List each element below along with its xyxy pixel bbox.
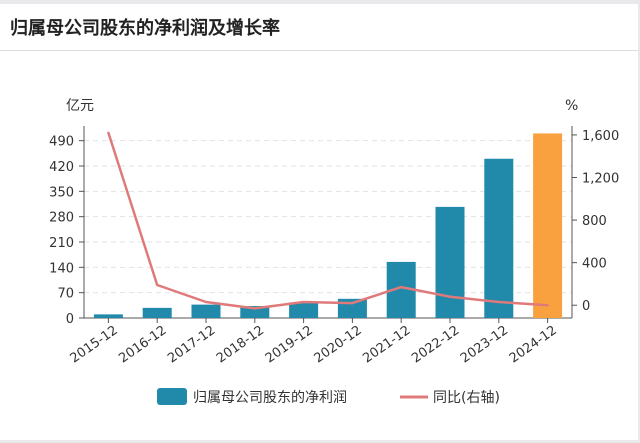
left-tick-label-1: 70	[57, 287, 74, 302]
legend-swatch-bar	[157, 388, 187, 405]
right-tick-label-1: 400	[582, 257, 607, 272]
right-tick-label-0: 0	[582, 299, 590, 314]
left-axis-unit: 亿元	[66, 98, 94, 114]
growth-point-2024-12	[546, 304, 549, 307]
left-tick-label-3: 210	[49, 236, 74, 251]
x-tick-label-2024-12: 2024-12	[507, 323, 560, 366]
x-tick-label-2015-12: 2015-12	[68, 323, 121, 366]
growth-line	[107, 132, 548, 310]
bar-2016-12	[142, 307, 172, 318]
chart-title: 归属母公司股东的净利润及增长率	[10, 18, 280, 39]
right-tick-label-3: 1,200	[582, 171, 619, 186]
chart-card: 归属母公司股东的净利润及增长率	[0, 4, 638, 440]
bar-2017-12	[191, 304, 221, 318]
growth-point-2021-12	[400, 285, 403, 289]
bar-2022-12	[435, 206, 465, 318]
left-tick-label-0: 0	[66, 312, 74, 327]
growth-point-2016-12	[156, 283, 159, 287]
growth-point-2023-12	[497, 300, 500, 304]
left-tick-label-6: 420	[49, 160, 74, 175]
left-tick-label-4: 280	[49, 211, 74, 226]
growth-point-2018-12	[253, 307, 256, 310]
bar-2019-12	[289, 302, 319, 318]
left-tick-label-5: 350	[49, 185, 74, 200]
legend-label-line: 同比(右轴)	[433, 390, 500, 406]
right-tick-label-2: 800	[582, 214, 607, 229]
left-tick-label-2: 140	[49, 261, 74, 276]
x-tick-label-2016-12: 2016-12	[116, 323, 169, 366]
right-axis-unit: %	[565, 98, 578, 114]
bar-2018-12	[240, 306, 270, 318]
bar-2024-12	[533, 133, 563, 318]
growth-point-2017-12	[204, 300, 208, 304]
x-tick-label-2018-12: 2018-12	[214, 323, 267, 366]
x-tick-label-2019-12: 2019-12	[263, 323, 316, 366]
bar-2015-12	[93, 314, 123, 318]
x-tick-label-2020-12: 2020-12	[312, 323, 365, 366]
growth-point-2015-12	[107, 131, 110, 134]
legend-label-bar: 归属母公司股东的净利润	[193, 389, 347, 406]
growth-point-2019-12	[302, 300, 305, 304]
x-tick-label-2017-12: 2017-12	[165, 323, 218, 366]
growth-point-2022-12	[448, 295, 452, 298]
x-tick-label-2021-12: 2021-12	[360, 323, 413, 366]
title-divider	[0, 50, 638, 51]
growth-point-2020-12	[351, 301, 354, 305]
bar-2023-12	[484, 158, 514, 318]
x-tick-label-2022-12: 2022-12	[409, 323, 462, 366]
left-tick-label-7: 490	[49, 135, 74, 150]
right-tick-label-4: 1,600	[582, 129, 619, 144]
x-tick-label-2023-12: 2023-12	[458, 323, 511, 366]
